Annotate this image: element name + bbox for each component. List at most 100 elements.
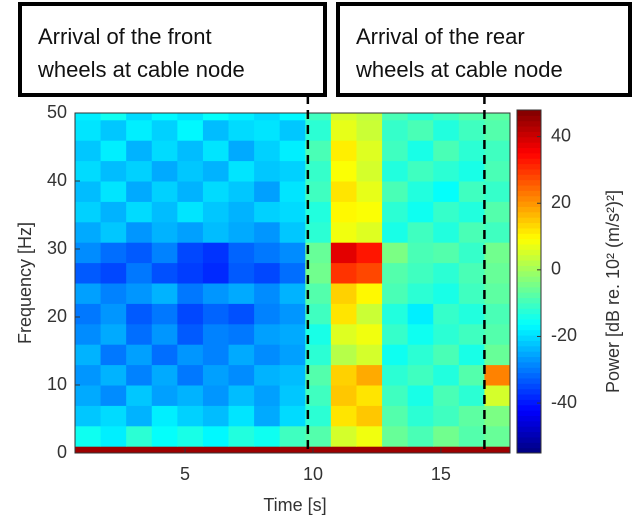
heat-cell xyxy=(330,160,357,182)
heat-cell xyxy=(382,323,409,345)
colorbar-swatch xyxy=(517,168,541,175)
heat-cell xyxy=(458,113,485,121)
heat-cell xyxy=(279,160,306,182)
heat-cell xyxy=(100,113,127,121)
heat-cell xyxy=(484,364,511,386)
heat-cell xyxy=(484,221,511,243)
heat-cell xyxy=(177,303,204,325)
heat-cell xyxy=(126,364,153,386)
heat-cell xyxy=(177,160,204,182)
colorbar-swatch xyxy=(517,254,541,261)
heat-cell xyxy=(407,160,434,182)
heat-cell xyxy=(228,221,255,243)
heat-cell xyxy=(228,323,255,345)
heat-cell xyxy=(330,385,357,406)
heat-cell xyxy=(407,242,434,264)
heat-cell xyxy=(433,201,460,223)
colorbar-swatch xyxy=(517,270,541,277)
colorbar-swatch xyxy=(517,120,541,127)
heat-cell xyxy=(356,201,383,223)
annotation-text: wheels at cable node xyxy=(37,57,245,82)
colorbar-swatch xyxy=(517,158,541,165)
heat-cell xyxy=(407,425,434,447)
colorbar-swatch xyxy=(517,442,541,449)
colorbar-swatch xyxy=(517,249,541,256)
colorbar-swatch xyxy=(517,324,541,331)
colorbar-frame xyxy=(516,109,542,454)
heat-cell xyxy=(228,113,255,121)
heat-cell xyxy=(177,364,204,386)
heat-cell xyxy=(279,425,306,447)
heat-cell xyxy=(407,364,434,386)
colorbar-swatch xyxy=(517,190,541,197)
heat-cell xyxy=(126,242,153,264)
heat-cell xyxy=(458,323,485,345)
heat-cell xyxy=(484,181,511,202)
heat-cell xyxy=(75,323,102,345)
heat-cell xyxy=(458,160,485,182)
heat-cell xyxy=(100,425,127,447)
colorbar-swatch xyxy=(517,431,541,438)
colorbar-swatch xyxy=(517,227,541,234)
x-tick-label: 5 xyxy=(180,464,190,484)
heat-cell xyxy=(484,201,511,223)
heat-cell xyxy=(330,303,357,325)
plot-frame xyxy=(74,112,511,454)
heat-cell xyxy=(126,303,153,325)
x-tick-label: 15 xyxy=(431,464,451,484)
heat-cell xyxy=(254,201,281,223)
heat-cell xyxy=(484,262,511,284)
colorbar-swatch xyxy=(517,142,541,149)
colorbar-tick-label: -20 xyxy=(551,325,577,345)
heat-cell xyxy=(151,323,178,345)
heat-cell xyxy=(228,119,255,141)
heat-cell xyxy=(254,262,281,284)
colorbar-swatch xyxy=(517,415,541,422)
heat-cell xyxy=(279,405,306,427)
heat-cell xyxy=(407,446,434,454)
heat-cell xyxy=(382,201,409,223)
heat-cell xyxy=(279,446,306,454)
heat-cell xyxy=(305,242,332,264)
heat-cell xyxy=(126,323,153,345)
heat-cell xyxy=(330,201,357,223)
heat-cell xyxy=(484,323,511,345)
heat-cell xyxy=(75,283,102,304)
heat-cell xyxy=(356,119,383,141)
heat-cell xyxy=(458,181,485,202)
colorbar-label: Power [dB re. 10² (m/s²)²] xyxy=(603,190,623,393)
heat-cell xyxy=(279,201,306,223)
heat-cell xyxy=(356,303,383,325)
colorbar-swatch xyxy=(517,426,541,433)
heat-cell xyxy=(254,364,281,386)
heat-cell xyxy=(177,344,204,366)
heat-cell xyxy=(151,446,178,454)
heat-cell xyxy=(433,405,460,427)
heat-cell xyxy=(254,425,281,447)
heat-cell xyxy=(151,201,178,223)
heat-cell xyxy=(330,242,357,264)
x-axis-label: Time [s] xyxy=(263,495,326,515)
heat-cell xyxy=(228,303,255,325)
heat-cell xyxy=(75,113,102,121)
heat-cell xyxy=(202,303,230,325)
heat-cell xyxy=(484,119,511,141)
heat-cell xyxy=(100,405,127,427)
colorbar-swatch xyxy=(517,377,541,384)
annotation-text: Arrival of the rear xyxy=(356,24,525,49)
colorbar-swatch xyxy=(517,340,541,347)
heat-cell xyxy=(177,221,204,243)
heat-cell xyxy=(75,446,102,454)
heat-cell xyxy=(126,385,153,406)
heat-cell xyxy=(100,160,127,182)
colorbar-swatch xyxy=(517,447,541,454)
heat-cell xyxy=(382,242,409,264)
heat-cell xyxy=(151,119,178,141)
colorbar-swatch xyxy=(517,179,541,186)
y-tick-label: 30 xyxy=(47,238,67,258)
colorbar-swatch xyxy=(517,211,541,218)
heat-cell xyxy=(330,262,357,284)
heat-cell xyxy=(75,221,102,243)
heat-cell xyxy=(151,364,178,386)
